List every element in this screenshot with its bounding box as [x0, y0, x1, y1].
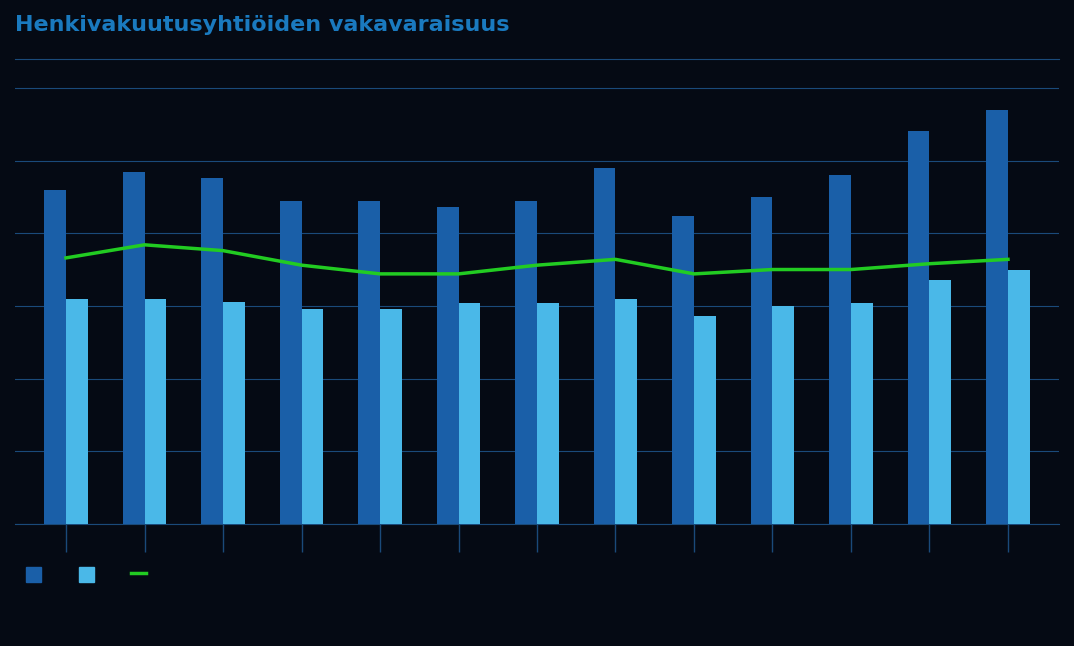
Bar [1008, 269, 1030, 524]
Text: Henkivakuutusyhtiöiden vakavaraisuus: Henkivakuutusyhtiöiden vakavaraisuus [15, 15, 509, 35]
Bar [302, 309, 323, 524]
Bar [694, 316, 716, 524]
Bar [145, 298, 166, 524]
Bar [459, 303, 480, 524]
Bar [929, 280, 952, 524]
Bar [829, 175, 851, 524]
Bar [44, 189, 66, 524]
Legend: , , : , , [21, 562, 158, 587]
Bar [851, 303, 873, 524]
Bar [908, 131, 929, 524]
Bar [122, 172, 145, 524]
Bar [672, 216, 694, 524]
Bar [436, 207, 459, 524]
Bar [279, 201, 302, 524]
Bar [380, 309, 402, 524]
Bar [986, 110, 1008, 524]
Bar [594, 168, 615, 524]
Bar [537, 303, 558, 524]
Bar [358, 201, 380, 524]
Bar [516, 201, 537, 524]
Bar [201, 178, 223, 524]
Bar [615, 298, 638, 524]
Bar [66, 298, 88, 524]
Bar [751, 197, 772, 524]
Bar [223, 302, 245, 524]
Bar [772, 306, 795, 524]
